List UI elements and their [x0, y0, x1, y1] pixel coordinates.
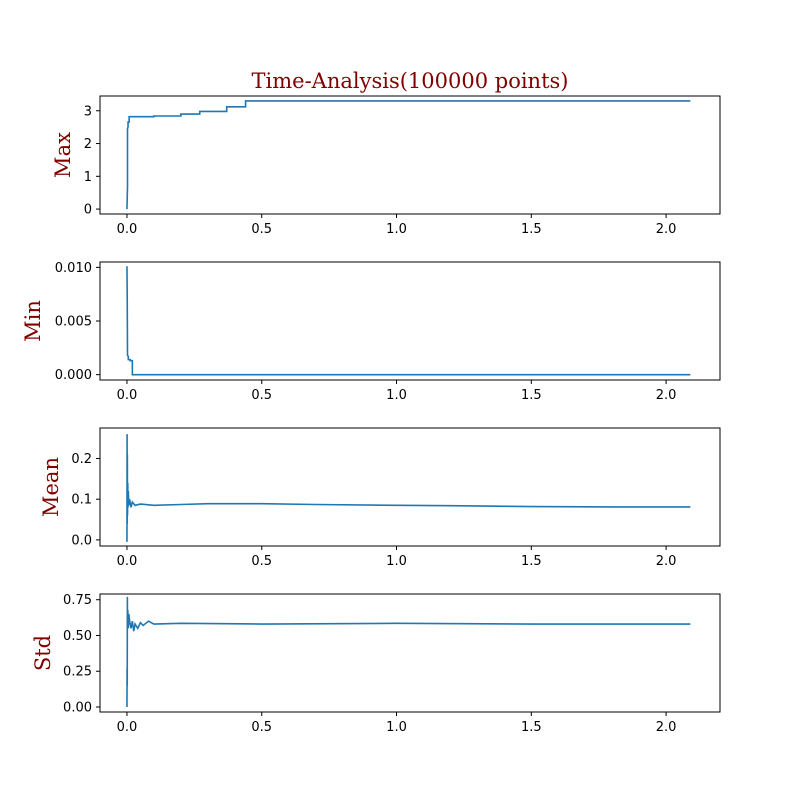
y-tick-label: 0.2 [71, 452, 92, 467]
y-tick-label: 0.50 [63, 629, 92, 644]
x-tick-label: 1.0 [386, 720, 407, 735]
chart-title: Time-Analysis(100000 points) [252, 69, 569, 93]
y-axis-label-std: Std [31, 635, 55, 671]
x-tick-label: 0.5 [251, 720, 272, 735]
x-tick-label: 0.5 [251, 388, 272, 403]
y-axis-label-max: Max [51, 132, 75, 178]
y-tick-label: 0.00 [63, 700, 92, 715]
x-tick-label: 1.5 [521, 720, 542, 735]
x-tick-label: 2.0 [656, 222, 677, 237]
x-tick-label: 1.5 [521, 222, 542, 237]
x-tick-label: 2.0 [656, 720, 677, 735]
x-tick-label: 0.5 [251, 554, 272, 569]
subplot-min: 0.000 0.005 0.010 0.0 0.5 1.0 1.5 2.0 Min [21, 261, 721, 403]
x-tick-label: 0.0 [117, 554, 138, 569]
x-tick-label: 2.0 [656, 388, 677, 403]
x-tick-label: 0.0 [117, 222, 138, 237]
x-tick-label: 0.0 [117, 720, 138, 735]
y-tick-label: 0.000 [55, 368, 92, 383]
y-tick-label: 3 [84, 104, 92, 119]
x-tick-label: 1.0 [386, 388, 407, 403]
series-line-std [126, 596, 691, 707]
series-line-max [126, 100, 691, 210]
y-axis-label-mean: Mean [39, 457, 63, 517]
subplot-max: 0 1 2 3 0.0 0.5 1.0 1.5 2.0 Max [51, 95, 721, 237]
y-axis-label-min: Min [21, 300, 45, 342]
y-tick-label: 0.010 [55, 261, 92, 276]
y-tick-label: 2 [84, 137, 92, 152]
subplot-std: 0.00 0.25 0.50 0.75 0.0 0.5 1.0 1.5 2.0 Std [31, 593, 721, 735]
x-tick-label: 1.0 [386, 222, 407, 237]
x-tick-label: 1.5 [521, 388, 542, 403]
x-tick-label: 1.0 [386, 554, 407, 569]
y-tick-label: 0.25 [63, 665, 92, 680]
series-line-min [126, 266, 691, 376]
x-tick-label: 2.0 [656, 554, 677, 569]
x-tick-label: 1.5 [521, 554, 542, 569]
series-line-mean [126, 434, 691, 542]
y-tick-label: 0.0 [71, 533, 92, 548]
y-tick-label: 0.75 [63, 593, 92, 608]
y-tick-label: 0.005 [55, 315, 92, 330]
y-tick-label: 1 [84, 170, 92, 185]
axes-frame [99, 95, 721, 215]
x-tick-label: 0.0 [117, 388, 138, 403]
subplot-mean: 0.0 0.1 0.2 0.0 0.5 1.0 1.5 2.0 Mean [39, 427, 721, 569]
y-tick-label: 0 [84, 203, 92, 218]
axes-frame [99, 427, 721, 547]
x-tick-label: 0.5 [251, 222, 272, 237]
axes-frame [99, 593, 721, 713]
y-tick-label: 0.1 [71, 493, 92, 508]
